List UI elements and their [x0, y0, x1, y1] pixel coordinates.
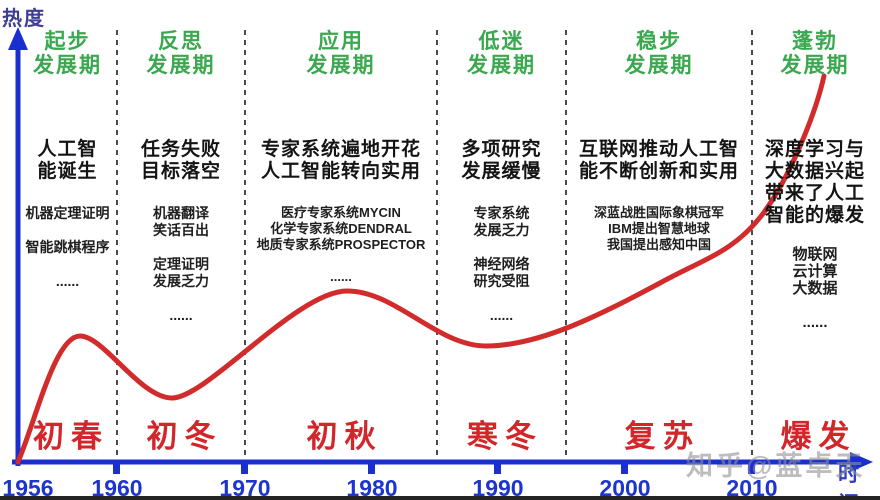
period-headline: 人工智 能诞生 [37, 139, 98, 182]
year-label-1980: 1980 [346, 475, 398, 500]
period-title: 起步 发展期 [33, 30, 102, 77]
period-title: 低迷 发展期 [467, 30, 536, 77]
period-title: 稳步 发展期 [624, 30, 694, 77]
year-label-2010: 2010 [726, 475, 778, 500]
period-details: 机器定理证明 智能跳棋程序 ...... [25, 205, 110, 289]
period-column-dimi: 低迷 发展期 多项研究 发展缓慢 专家系统 发展乏力 神经网络 研究受阻 ...… [437, 0, 566, 460]
period-column-fansi: 反思 发展期 任务失败 目标落空 机器翻译 笑话百出 定理证明 发展乏力 ...… [117, 0, 245, 460]
hype-curve [15, 73, 827, 465]
period-headline: 多项研究 发展缓慢 [461, 139, 542, 182]
watermark-text: 知乎@蓝卓天 [686, 451, 866, 481]
y-axis [8, 27, 28, 466]
season-label: 初秋 [306, 419, 383, 454]
period-headline: 互联网推动人工智 能不断创新和实用 [578, 139, 739, 182]
year-label-1960: 1960 [91, 475, 143, 500]
period-divider-lines [116, 30, 753, 456]
y-axis-arrow-icon [8, 27, 28, 50]
period-title: 应用 发展期 [306, 30, 376, 77]
x-axis [12, 452, 873, 474]
period-column-wenbu: 稳步 发展期 互联网推动人工智 能不断创新和实用 深蓝战胜国际象棋冠军 IBM提… [566, 0, 752, 460]
period-details: 医疗专家系统MYCIN 化学专家系统DENDRAL 地质专家系统PROSPECT… [256, 205, 426, 284]
season-label: 复苏 [624, 419, 701, 454]
season-label: 初春 [33, 419, 109, 454]
season-label: 寒冬 [467, 419, 543, 454]
year-label-1990: 1990 [472, 475, 524, 500]
year-label-2000: 2000 [599, 475, 651, 500]
period-title: 反思 发展期 [146, 30, 216, 77]
period-details: 机器翻译 笑话百出 定理证明 发展乏力 ...... [153, 205, 209, 323]
x-axis-ticks [113, 460, 755, 474]
season-label: 初冬 [146, 419, 223, 454]
period-column-yingyong: 应用 发展期 专家系统遍地开花 人工智能转向实用 医疗专家系统MYCIN 化学专… [245, 0, 437, 460]
period-details: 物联网 云计算 大数据 ...... [792, 246, 838, 331]
period-headline: 深度学习与 大数据兴起 带来了人工 智能的爆发 [764, 139, 865, 226]
year-label-1956: 1956 [2, 475, 54, 500]
period-details: 专家系统 发展乏力 神经网络 研究受阻 ...... [473, 205, 530, 323]
bottom-edge-strip [0, 496, 880, 500]
y-axis-label: 热度 [2, 8, 46, 30]
period-title: 蓬勃 发展期 [780, 30, 850, 77]
period-details: 深蓝战胜国际象棋冠军 IBM提出智慧地球 我国提出感知中国 [593, 205, 724, 252]
period-column-qibu: 起步 发展期 人工智 能诞生 机器定理证明 智能跳棋程序 ...... 初春 [18, 0, 117, 460]
period-column-pengbo: 蓬勃 发展期 深度学习与 大数据兴起 带来了人工 智能的爆发 物联网 云计算 大… [752, 0, 878, 460]
x-axis-arrow-icon [850, 452, 873, 472]
season-label: 爆发 [780, 419, 857, 454]
period-headline: 专家系统遍地开花 人工智能转向实用 [260, 139, 421, 182]
period-headline: 任务失败 目标落空 [140, 139, 221, 182]
year-label-1970: 1970 [219, 475, 271, 500]
